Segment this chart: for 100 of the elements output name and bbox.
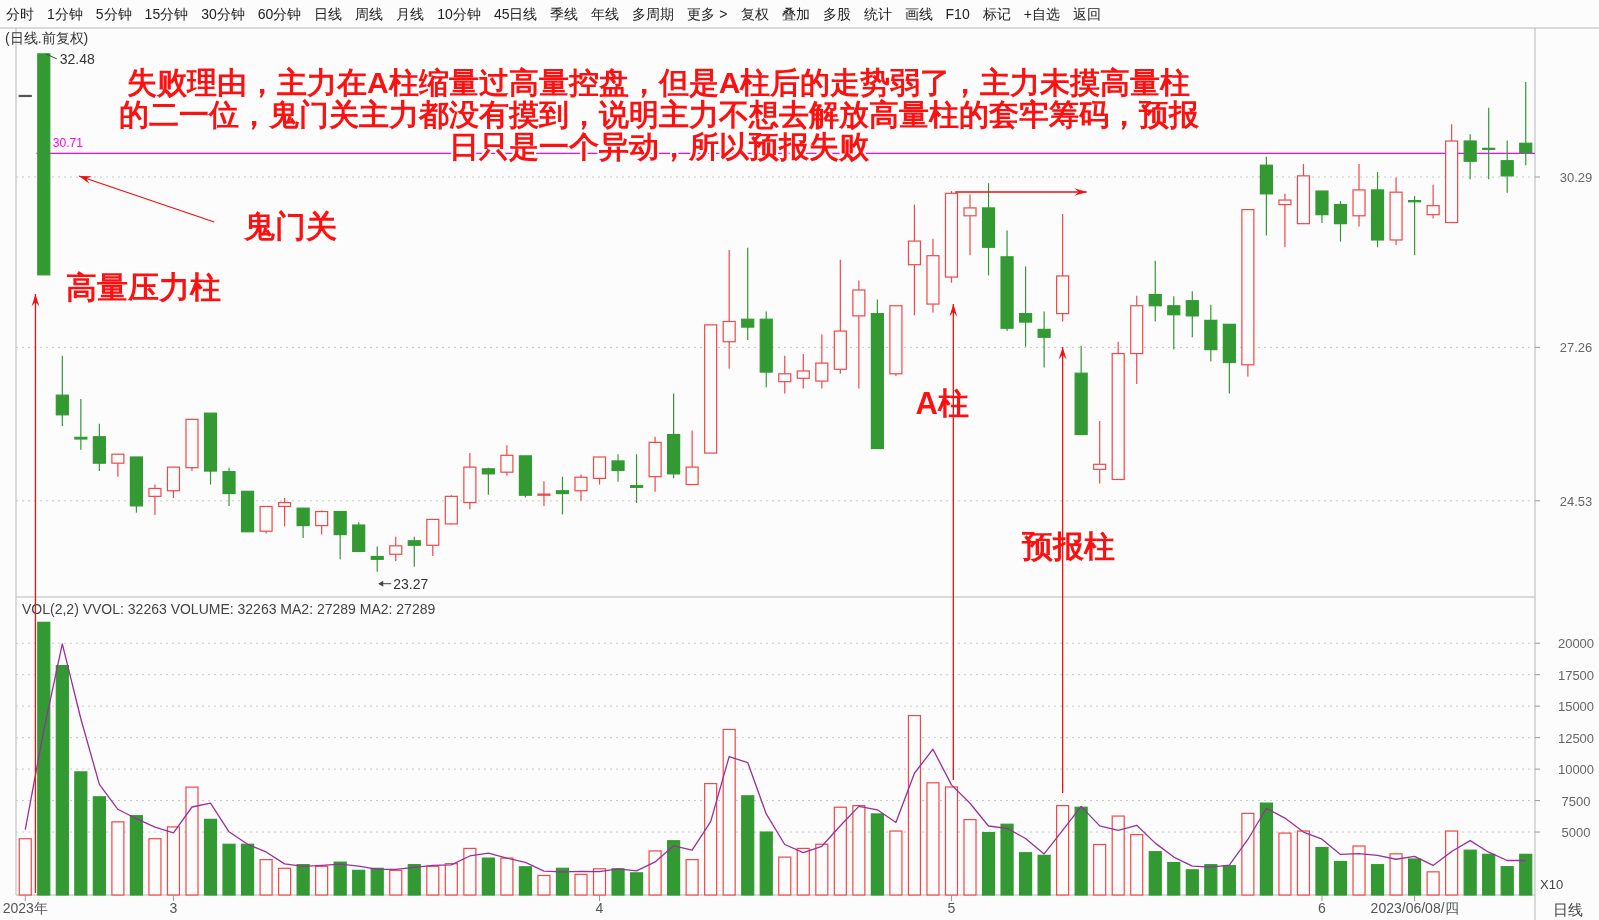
text: F10 [945,6,970,22]
candlestick [333,510,347,560]
candlestick [1463,133,1477,180]
text: 10分钟 [437,6,481,22]
text: 返回 [1072,6,1101,22]
bar [463,847,477,896]
bar [352,869,366,896]
line-series [24,643,1527,873]
text: 月线 [396,6,425,22]
annotation: 高量压力柱 [66,270,222,305]
bar [1296,830,1311,896]
candlestick [1500,139,1514,194]
candlestick [481,467,495,496]
candlestick [370,545,384,573]
bar [1519,853,1533,896]
bar [981,831,996,896]
bar [74,771,88,896]
bar [278,867,292,896]
y-tick-label: 5000 [1561,825,1591,841]
candlestick [74,398,88,451]
candlestick [1037,310,1051,369]
bar [1037,854,1051,896]
bar [92,796,106,896]
bar [796,847,810,896]
text: 统计 [863,6,892,22]
text: 多周期 [632,6,675,22]
y-tick-label: 12500 [1557,730,1595,746]
candlestick [574,473,588,502]
candlestick [1018,265,1033,348]
bar [18,838,32,896]
annotation: 23.27 [393,575,429,592]
text: 季线 [550,6,579,22]
candlestick [907,203,922,316]
bar [926,782,940,896]
bar [129,815,144,896]
bar [963,818,977,896]
candlestick [796,353,810,389]
candlestick [111,453,125,478]
candlestick [592,456,607,486]
candlestick [1407,195,1422,256]
bar [407,864,421,896]
text: 15分钟 [144,6,189,22]
candlestick [500,444,514,477]
bar [1333,860,1348,896]
bar [1204,864,1218,896]
y-tick-label: 10000 [1557,762,1595,778]
bar [1056,805,1070,896]
bar [722,728,736,896]
bar [1352,845,1366,896]
bar [1482,853,1496,896]
bar [870,813,884,896]
bar [500,857,514,896]
bar [1167,861,1181,896]
bar [1426,871,1440,896]
bar [1130,833,1144,896]
bar [1463,849,1477,896]
x-tick-label: 2023年 [2,900,48,916]
candlestick [1426,184,1440,220]
x-tick-label: 6 [1318,900,1327,916]
bar [704,782,718,896]
candlestick [741,247,755,341]
bar [111,821,125,896]
y-tick-label: 30.29 [1559,170,1593,185]
bar [1093,843,1107,896]
bar [1370,864,1385,896]
y-tick-label: 15000 [1557,699,1595,715]
candlestick [315,509,329,536]
bar [1315,846,1329,896]
bar [481,857,495,896]
text: +自选 [1023,6,1060,22]
text: 叠加 [781,6,810,22]
candlestick [278,497,292,527]
y-tick-label: 7500 [1561,793,1591,809]
candlestick [778,355,792,395]
bar [1111,815,1125,896]
y-tick-label: 20000 [1557,636,1595,652]
bar [1241,812,1255,896]
candlestick [1315,190,1329,224]
bar [333,861,347,896]
bar [222,843,236,896]
bar [1389,853,1403,896]
text: 1分钟 [47,6,83,22]
bar [296,864,310,896]
bar [1500,866,1514,896]
bar [203,818,218,896]
candlestick [1167,295,1181,351]
text: 日线 [314,6,343,22]
candlestick [166,466,181,499]
bar [852,805,866,896]
text: 更多 > [687,6,728,22]
candlestick [815,333,829,389]
bar [537,874,551,896]
text: 年线 [591,6,620,22]
bar [1148,851,1162,896]
bar [629,872,644,896]
bar [55,665,69,896]
candlestick [1278,193,1292,248]
candlestick [1185,290,1199,338]
bar [574,873,588,896]
candlestick [537,480,551,507]
